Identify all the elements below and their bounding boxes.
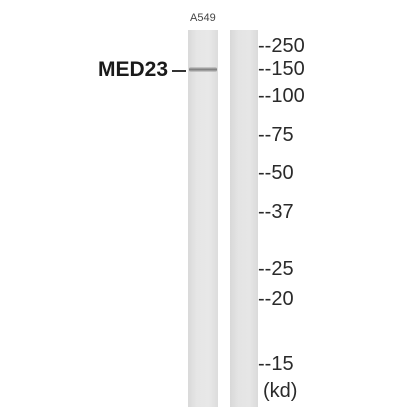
protein-label: MED23 xyxy=(98,58,169,81)
marker-100: --100 xyxy=(258,85,305,107)
marker-lane xyxy=(230,30,258,407)
protein-pointer-dash xyxy=(172,70,186,72)
marker-15: --15 xyxy=(258,353,294,375)
marker-150: --150 xyxy=(258,58,305,80)
marker-37: --37 xyxy=(258,201,294,223)
marker-250: --250 xyxy=(258,35,305,57)
protein-band xyxy=(189,67,217,72)
marker-75: --75 xyxy=(258,124,294,146)
unit-label: (kd) xyxy=(263,380,298,402)
marker-25: --25 xyxy=(258,258,294,280)
lane-label: A549 xyxy=(190,12,216,24)
marker-20: --20 xyxy=(258,288,294,310)
marker-50: --50 xyxy=(258,162,294,184)
sample-lane xyxy=(188,30,218,407)
